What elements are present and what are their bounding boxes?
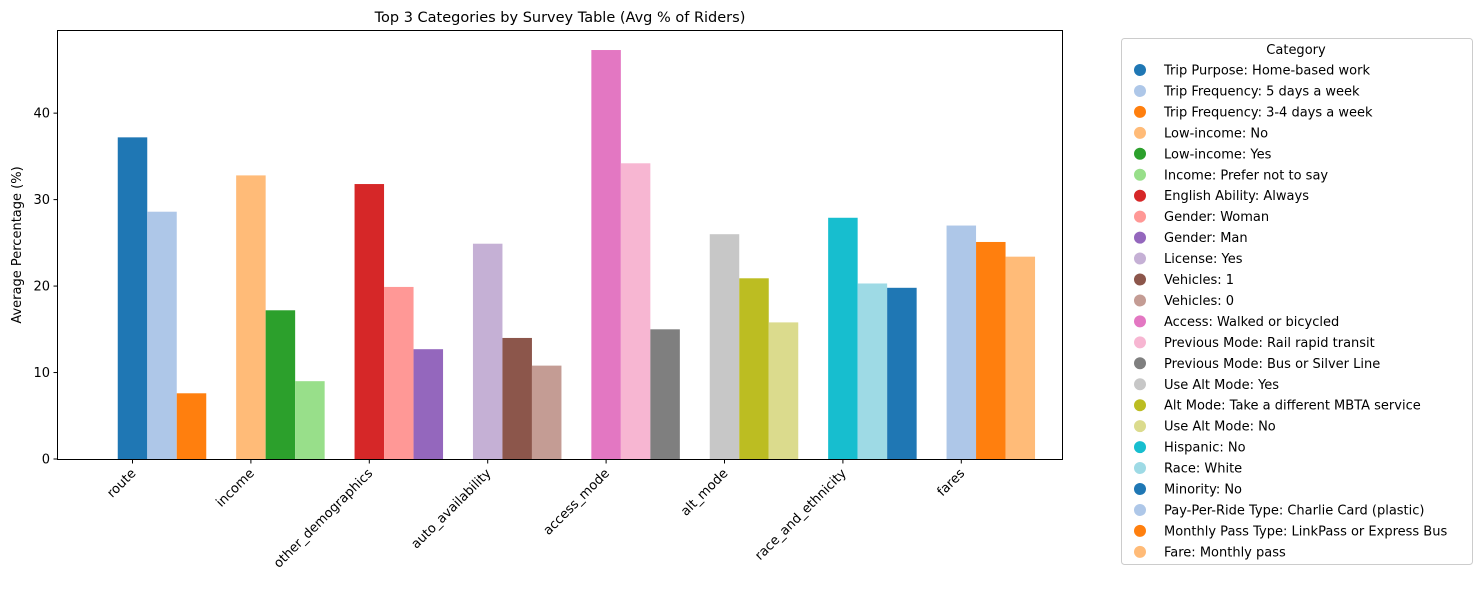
bar-fares-2 <box>976 241 1006 459</box>
x-tick-label: access_mode <box>541 466 613 538</box>
chart-title: Top 3 Categories by Survey Table (Avg % … <box>374 10 746 26</box>
bar-access_mode-2 <box>620 163 651 460</box>
x-tick-label: route <box>104 466 139 501</box>
legend-label: Hispanic: No <box>1164 441 1246 456</box>
legend-label: Minority: No <box>1164 483 1242 498</box>
bar-other_demographics-1 <box>354 184 385 459</box>
x-tick-label: race_and_ethnicity <box>752 466 850 564</box>
x-tick-label: alt_mode <box>678 466 731 519</box>
bar-race_and_ethnicity-1 <box>828 217 858 459</box>
y-tick-label: 10 <box>33 366 50 381</box>
bar-fares-1 <box>946 225 977 459</box>
bar-alt_mode-1 <box>709 234 740 459</box>
legend-marker <box>1134 273 1146 286</box>
legend-label: Low-income: No <box>1164 126 1268 141</box>
legend-label: Low-income: Yes <box>1164 147 1272 162</box>
legend-label: Monthly Pass Type: LinkPass or Express B… <box>1164 524 1447 539</box>
legend: Category Trip Purpose: Home-based workTr… <box>1121 38 1473 565</box>
legend-marker <box>1134 378 1146 391</box>
legend-label: Vehicles: 1 <box>1164 273 1234 288</box>
bar-income-1 <box>236 175 266 459</box>
legend-marker <box>1134 126 1146 139</box>
bar-route-1 <box>117 137 148 460</box>
legend-marker <box>1134 231 1146 244</box>
legend-marker <box>1134 357 1146 370</box>
y-tick-label: 40 <box>33 107 50 122</box>
legend-items: Trip Purpose: Home-based work Trip Freque… <box>1134 64 1447 560</box>
legend-label: Trip Frequency: 5 days a week <box>1163 84 1360 99</box>
bar-auto_availability-1 <box>472 243 503 459</box>
legend-marker <box>1134 336 1146 349</box>
legend-marker <box>1134 399 1146 412</box>
legend-marker <box>1134 483 1146 495</box>
legend-label: Trip Frequency: 3-4 days a week <box>1163 105 1373 120</box>
legend-marker <box>1134 210 1146 223</box>
legend-marker <box>1134 189 1146 202</box>
legend-label: Race: White <box>1164 462 1242 477</box>
plot-area-frame <box>57 30 1063 460</box>
legend-label: Vehicles: 0 <box>1164 294 1234 309</box>
x-tick-label: other_demographics <box>271 466 376 571</box>
legend-label: Trip Purpose: Home-based work <box>1163 64 1370 79</box>
legend-title: Category <box>1266 43 1326 58</box>
bars-layer <box>117 50 1036 460</box>
legend-marker <box>1134 84 1146 97</box>
y-tick-label: 0 <box>42 453 50 468</box>
bar-access_mode-3 <box>650 329 680 459</box>
bar-income-3 <box>295 381 325 459</box>
legend-marker <box>1134 105 1146 118</box>
legend-label: Income: Prefer not to say <box>1164 168 1328 183</box>
y-axis-label: Average Percentage (%) <box>10 166 25 323</box>
x-axis-ticks: route income other_demographics auto_availa… <box>104 459 968 571</box>
legend-label: Pay-Per-Ride Type: Charlie Card (plastic… <box>1164 503 1424 518</box>
legend-marker <box>1134 545 1146 558</box>
bar-race_and_ethnicity-2 <box>857 283 888 459</box>
y-tick-label: 20 <box>33 280 50 295</box>
legend-label: Use Alt Mode: No <box>1164 420 1276 435</box>
x-tick-label: fares <box>935 466 969 500</box>
legend-marker <box>1134 462 1146 475</box>
bar-fares-3 <box>1005 256 1036 459</box>
bar-race_and_ethnicity-3 <box>887 287 917 459</box>
bar-route-3 <box>176 393 207 459</box>
legend-marker <box>1134 168 1146 181</box>
bar-alt_mode-2 <box>739 278 769 459</box>
legend-box <box>1121 38 1473 565</box>
legend-label: License: Yes <box>1164 252 1243 267</box>
legend-label: Alt Mode: Take a different MBTA service <box>1164 399 1421 414</box>
legend-marker <box>1134 441 1146 454</box>
legend-label: Previous Mode: Rail rapid transit <box>1164 336 1375 351</box>
legend-label: English Ability: Always <box>1164 189 1309 204</box>
bar-other_demographics-2 <box>384 286 414 459</box>
bar-auto_availability-3 <box>531 365 562 459</box>
legend-marker <box>1134 64 1146 76</box>
legend-marker <box>1134 147 1146 160</box>
legend-label: Gender: Woman <box>1164 210 1269 225</box>
bar-access_mode-1 <box>591 50 621 460</box>
legend-marker <box>1134 503 1146 516</box>
bar-route-2 <box>147 211 177 459</box>
legend-marker <box>1134 420 1146 433</box>
legend-label: Fare: Monthly pass <box>1164 545 1286 560</box>
legend-label: Gender: Man <box>1164 231 1248 246</box>
legend-label: Previous Mode: Bus or Silver Line <box>1164 357 1380 372</box>
y-axis-ticks: 0 10 20 30 40 <box>33 107 58 468</box>
x-tick-label: auto_availability <box>409 466 495 552</box>
bar-income-2 <box>265 310 296 459</box>
bar-other_demographics-3 <box>413 349 444 459</box>
legend-marker <box>1134 524 1146 537</box>
legend-label: Use Alt Mode: Yes <box>1164 378 1279 393</box>
legend-marker <box>1134 294 1146 307</box>
bar-alt_mode-3 <box>768 322 799 459</box>
legend-marker <box>1134 315 1146 328</box>
x-tick-label: income <box>213 466 257 510</box>
legend-marker <box>1134 252 1146 265</box>
bar-auto_availability-2 <box>502 337 532 459</box>
y-tick-label: 30 <box>33 193 50 208</box>
legend-label: Access: Walked or bicycled <box>1164 315 1339 330</box>
